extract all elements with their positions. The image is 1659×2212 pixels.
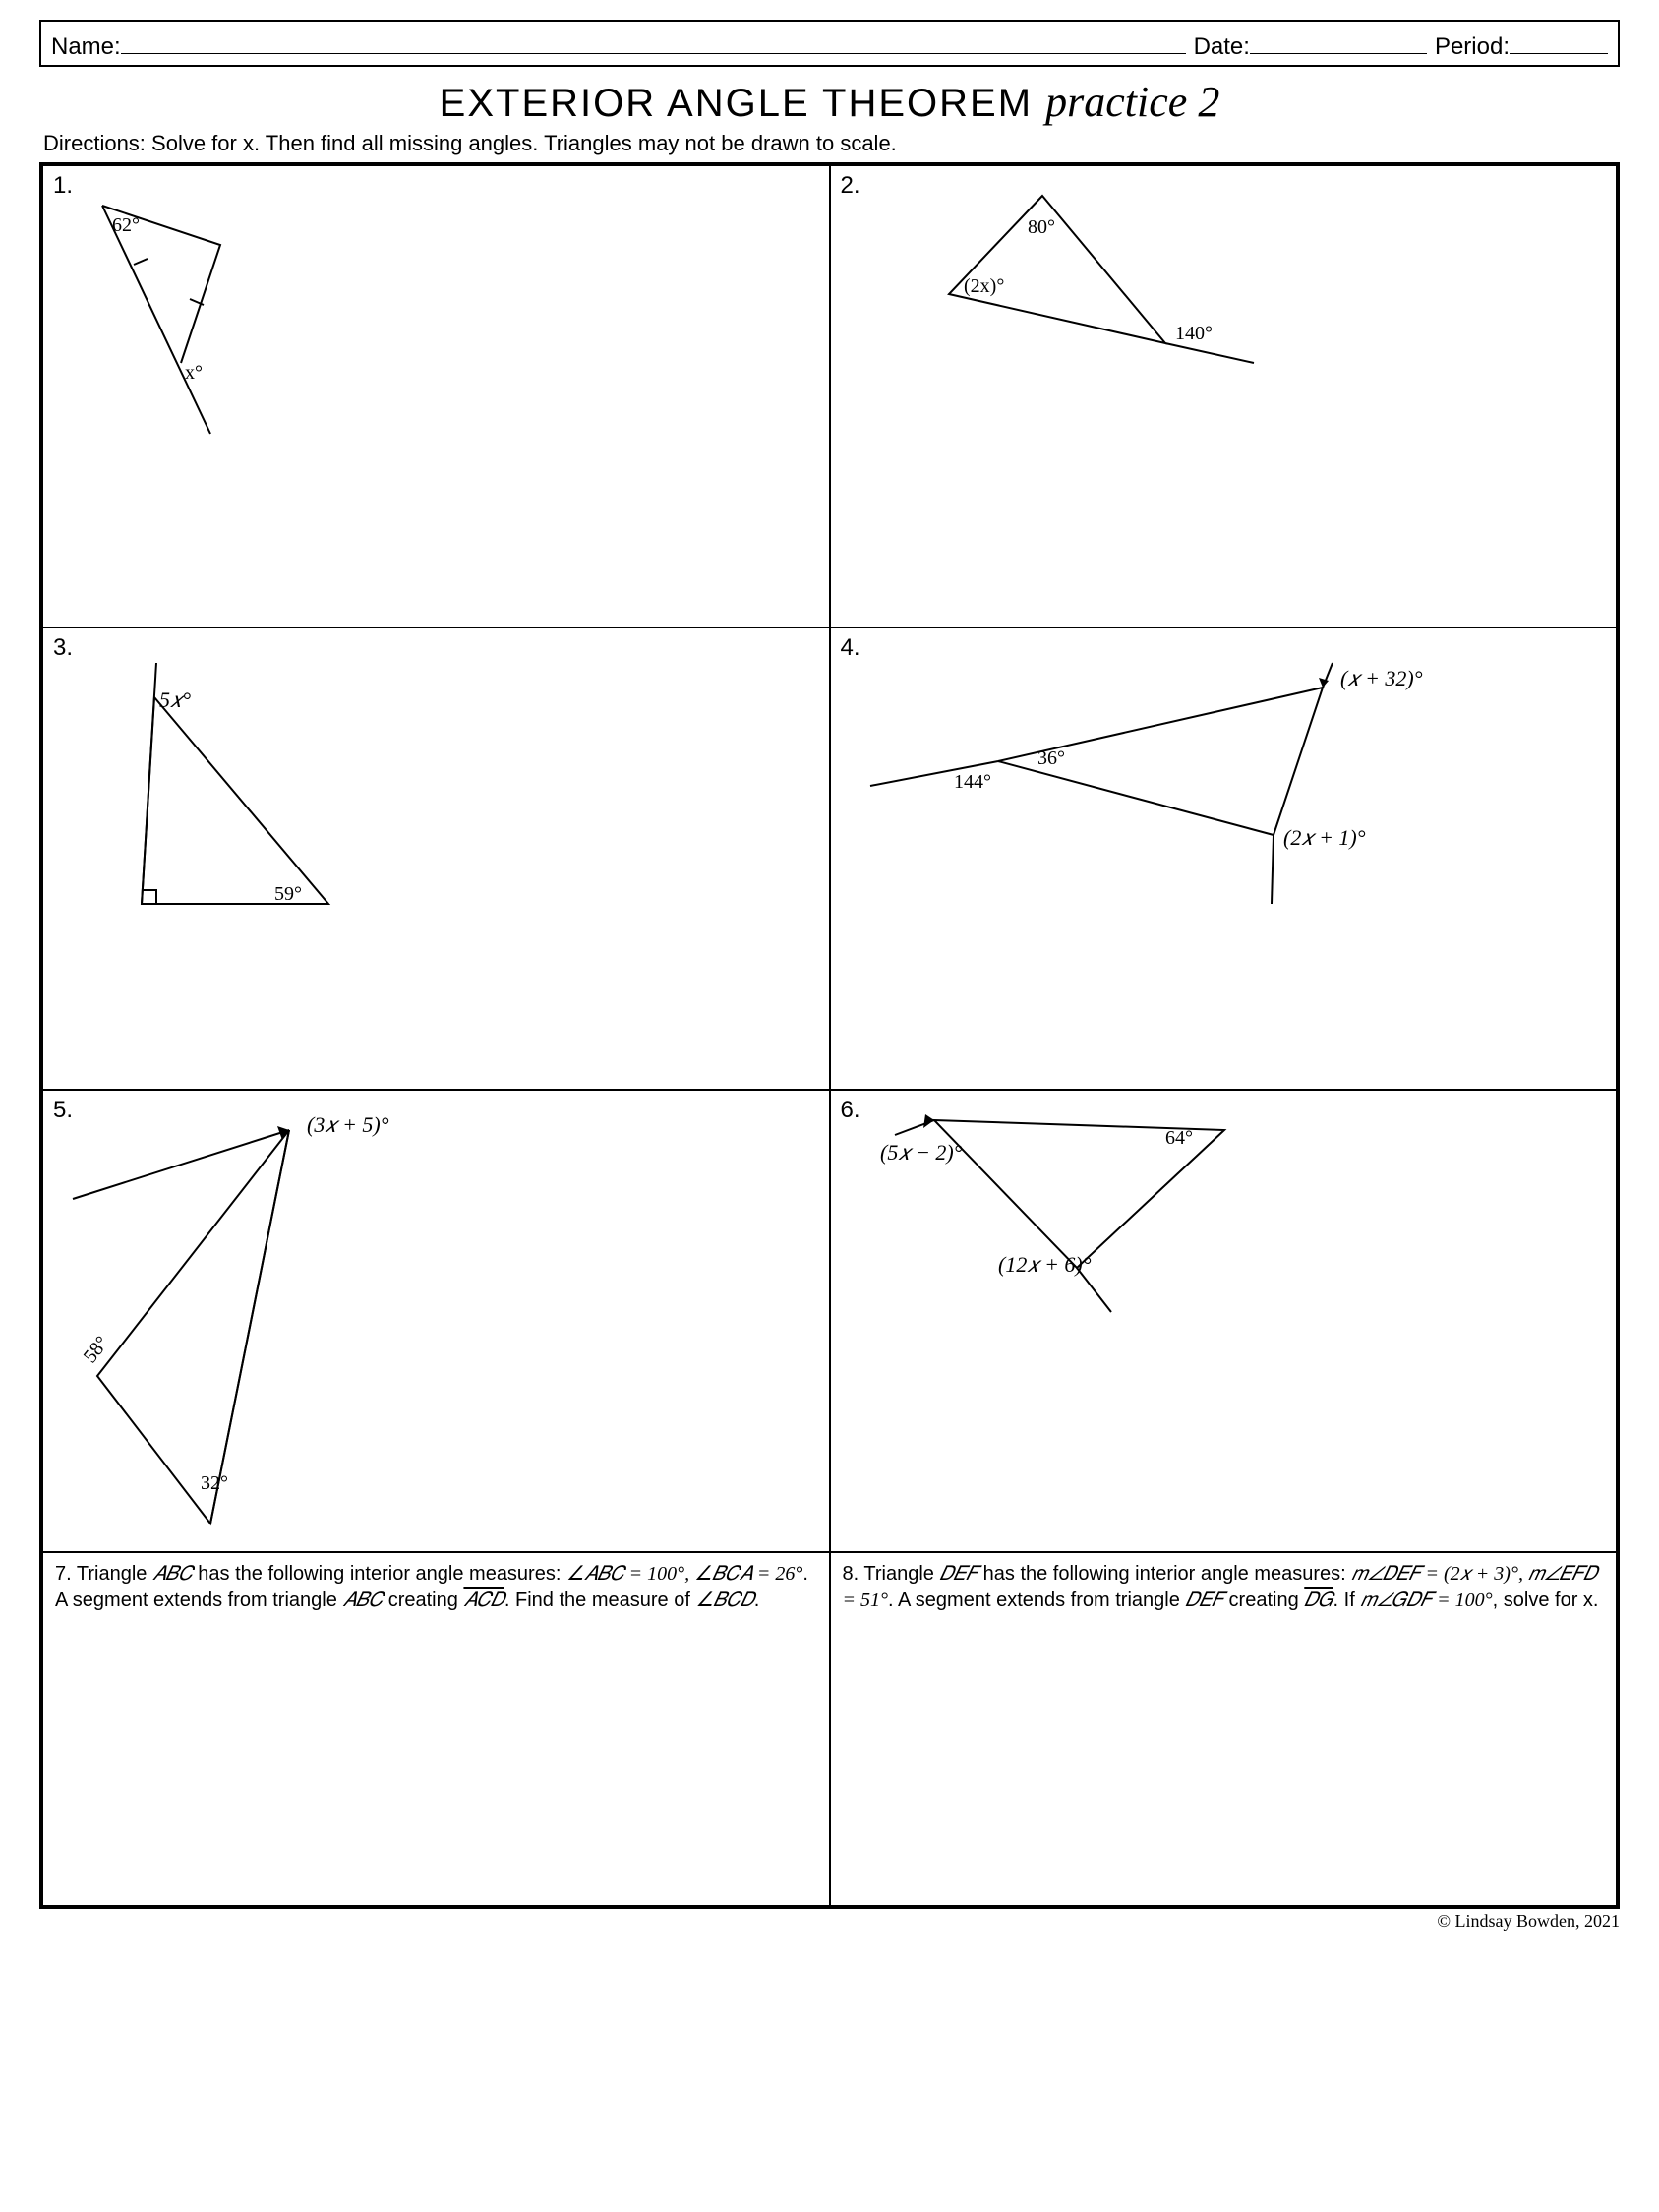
problem-1: 1. 62° x° <box>42 165 830 628</box>
angle-64: 64° <box>1165 1127 1193 1149</box>
directions: Directions: Solve for x. Then find all m… <box>43 131 1620 156</box>
p7-seg: 𝐴𝐶𝐷 <box>463 1589 504 1611</box>
angle-2x: (2x)° <box>964 275 1004 297</box>
angle-62: 62° <box>112 214 140 236</box>
p7-t5: . Find the measure of <box>504 1589 696 1611</box>
angle-x32: (𝑥 + 32)° <box>1340 666 1423 690</box>
angle-36: 36° <box>1037 747 1065 769</box>
p8-t2: has the following interior angle measure… <box>978 1563 1351 1584</box>
period-label: Period: <box>1435 33 1510 61</box>
angle-5x2: (5𝑥 − 2)° <box>880 1140 963 1165</box>
p8-t5: . If <box>1333 1589 1361 1611</box>
date-blank[interactable] <box>1250 26 1427 54</box>
problem-2: 2. 80° (2x)° 140° <box>830 165 1618 628</box>
figure-3: 5𝑥° 59° <box>92 658 368 924</box>
p8-t4: creating <box>1223 1589 1304 1611</box>
problem-number: 2. <box>841 172 860 200</box>
p7-t2: has the following interior angle measure… <box>193 1563 566 1584</box>
p7-t4: creating <box>383 1589 463 1611</box>
p8-t3: . A segment extends from triangle <box>888 1589 1185 1611</box>
date-label: Date: <box>1194 33 1250 61</box>
p7-t1: Triangle <box>77 1563 152 1584</box>
p8-ang2: 𝑚∠𝐺𝐷𝐹 = 100° <box>1360 1589 1492 1611</box>
figure-1: 62° x° <box>73 186 269 442</box>
problem-8: 8. Triangle 𝐷𝐸𝐹 has the following interi… <box>830 1552 1618 1906</box>
p7-abc2: 𝐴𝐵𝐶 <box>342 1589 383 1611</box>
header-box: Name: Date: Period: <box>39 20 1620 67</box>
period-blank[interactable] <box>1510 26 1608 54</box>
figure-2: 80° (2x)° 140° <box>890 186 1303 402</box>
angle-32: 32° <box>201 1472 228 1494</box>
p8-def: 𝐷𝐸𝐹 <box>939 1563 978 1584</box>
title-main: EXTERIOR ANGLE THEOREM <box>440 82 1033 125</box>
angle-3x5: (3𝑥 + 5)° <box>307 1112 389 1137</box>
problem-3: 3. 5𝑥° 59° <box>42 628 830 1090</box>
angle-144: 144° <box>954 771 991 793</box>
name-blank[interactable] <box>121 26 1186 54</box>
p8-def2: 𝐷𝐸𝐹 <box>1185 1589 1223 1611</box>
name-label: Name: <box>51 33 121 61</box>
angle-5x: 5𝑥° <box>159 688 191 712</box>
problem-number: 3. <box>53 634 73 662</box>
angle-12x6: (12𝑥 + 6)° <box>998 1252 1092 1277</box>
angle-80: 80° <box>1028 216 1055 238</box>
problem-number: 1. <box>53 172 73 200</box>
p8-t6: , solve for x. <box>1493 1589 1599 1611</box>
title-sub: practice 2 <box>1045 78 1219 126</box>
p7-ang1: ∠𝐴𝐵𝐶 = 100°, ∠𝐵𝐶𝐴 = 26° <box>566 1563 802 1584</box>
p8-seg: 𝐷𝐺 <box>1304 1589 1333 1611</box>
problem-grid: 1. 62° x° 2. 80° (2x)° 140° <box>39 162 1620 1909</box>
p7-abc: 𝐴𝐵𝐶 <box>152 1563 193 1584</box>
problem-6: 6. 64° (5𝑥 − 2)° (12𝑥 + 6)° <box>830 1090 1618 1552</box>
problem-number: 6. <box>841 1097 860 1124</box>
p7-t6: . <box>754 1589 760 1611</box>
figure-4: (𝑥 + 32)° 36° 144° (2𝑥 + 1)° <box>851 658 1480 914</box>
worksheet-title: EXTERIOR ANGLE THEOREM practice 2 <box>39 77 1620 127</box>
copyright: © Lindsay Bowden, 2021 <box>39 1911 1620 1932</box>
angle-59: 59° <box>274 883 302 905</box>
p7-ang2: ∠𝐵𝐶𝐷 <box>695 1589 753 1611</box>
figure-6: 64° (5𝑥 − 2)° (12𝑥 + 6)° <box>860 1101 1313 1327</box>
angle-140: 140° <box>1175 323 1213 344</box>
p8-t1: Triangle <box>863 1563 939 1584</box>
problem-number: 8. <box>843 1563 859 1584</box>
problem-number: 7. <box>55 1563 72 1584</box>
figure-5: (3𝑥 + 5)° 58° 32° <box>63 1101 456 1533</box>
angle-x: x° <box>185 362 203 384</box>
angle-2x1: (2𝑥 + 1)° <box>1283 825 1366 850</box>
problem-5: 5. (3𝑥 + 5)° 58° 32° <box>42 1090 830 1552</box>
problem-4: 4. (𝑥 + 32)° 36° 144° (2𝑥 + 1)° <box>830 628 1618 1090</box>
problem-7: 7. Triangle 𝐴𝐵𝐶 has the following interi… <box>42 1552 830 1906</box>
